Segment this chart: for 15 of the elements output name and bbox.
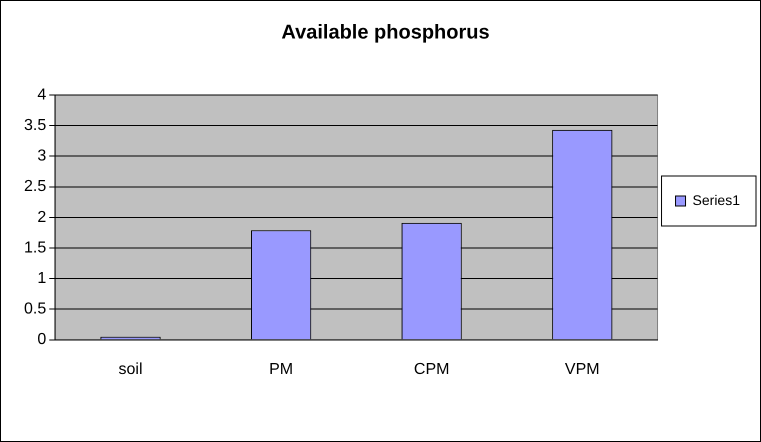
y-tick-label: 3 bbox=[37, 148, 46, 165]
y-tick-label: 1.5 bbox=[24, 239, 46, 256]
y-tick-label: 2 bbox=[37, 208, 46, 226]
y-tick-label: 0 bbox=[37, 331, 46, 348]
x-tick-label: PM bbox=[269, 360, 294, 378]
legend-label: Series1 bbox=[692, 192, 740, 208]
x-tick-label: CPM bbox=[414, 360, 450, 378]
y-tick-label: 3.5 bbox=[24, 117, 46, 134]
y-tick-label: 4 bbox=[37, 86, 46, 104]
chart-title: Available phosphorus bbox=[281, 22, 490, 44]
x-tick-label: VPM bbox=[564, 360, 600, 378]
y-tick-label: 0.5 bbox=[24, 300, 46, 318]
y-tick-label: 1 bbox=[37, 270, 46, 288]
y-tick-label: 2.5 bbox=[24, 178, 46, 196]
x-tick-label: soil bbox=[118, 360, 143, 378]
